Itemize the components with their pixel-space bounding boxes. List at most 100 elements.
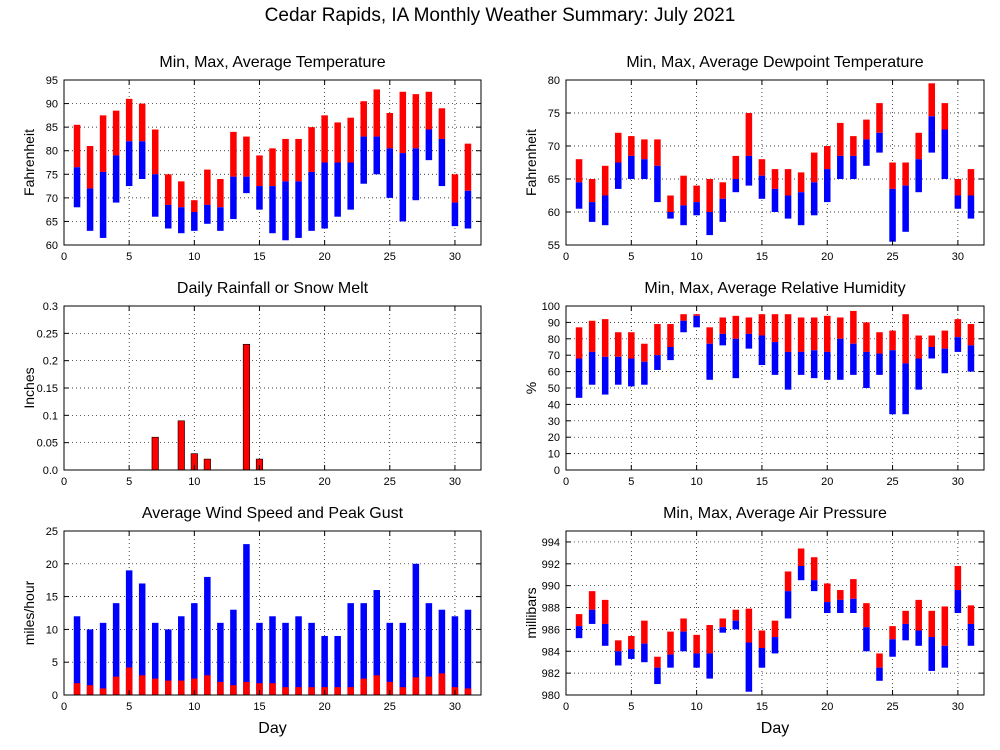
x-tick-label: 10: [691, 251, 703, 263]
bar-max-segment: [810, 317, 818, 351]
bar-max-segment: [282, 138, 289, 182]
y-tick-label: 984: [542, 646, 560, 658]
bar-rainfall: [177, 420, 185, 471]
y-tick-label: 0.15: [37, 383, 58, 395]
y-tick-label: 5: [52, 657, 58, 669]
bar-min-segment: [771, 342, 779, 375]
bar-max-segment: [784, 169, 792, 196]
bar-max-segment: [347, 117, 354, 163]
bar-min-segment: [823, 602, 831, 613]
bar-max-segment: [386, 113, 394, 149]
y-tick-label: 980: [542, 690, 560, 702]
x-tick-label: 10: [188, 701, 200, 713]
x-tick-label: 30: [449, 476, 461, 488]
bar-max-segment: [360, 101, 367, 137]
y-tick-label: 0.05: [37, 438, 58, 450]
bar-max-segment: [204, 169, 211, 205]
bar-min-segment: [628, 155, 635, 179]
bar-max-segment: [797, 172, 805, 193]
bar-max-segment: [575, 159, 583, 183]
x-tick-label: 30: [952, 251, 964, 263]
y-tick-label: 25: [46, 526, 58, 538]
bar-min-segment: [601, 195, 609, 226]
bar-min-segment: [243, 176, 250, 194]
y-tick-label: 0.2: [43, 356, 58, 368]
y-tick-label: 50: [548, 383, 560, 395]
y-axis-label: miles/hour: [21, 580, 37, 645]
plot-frame: [565, 79, 985, 246]
x-tick-label: 25: [384, 251, 396, 263]
bar-max-segment: [654, 139, 661, 166]
bar-max-segment: [178, 181, 185, 208]
bar-max-segment: [797, 317, 805, 352]
bar-min-segment: [614, 651, 622, 666]
bar-min-segment: [732, 338, 740, 379]
bar-max-segment: [941, 103, 949, 130]
bar-max-segment: [588, 179, 596, 203]
bar-peak-gust: [451, 616, 459, 695]
bar-min-segment: [902, 363, 909, 415]
bar-max-segment: [967, 169, 975, 196]
bar-min-segment: [967, 623, 975, 646]
x-tick-label: 25: [384, 476, 396, 488]
y-axis-label: millibars: [523, 587, 539, 638]
x-tick-label: 0: [563, 476, 569, 488]
bar-max-segment: [876, 653, 883, 668]
bar-peak-gust: [191, 603, 198, 695]
bar-avg-wind: [164, 680, 172, 695]
x-tick-label: 30: [449, 251, 461, 263]
y-tick-label: 100: [542, 301, 560, 313]
bar-max-segment: [863, 119, 870, 140]
bar-max-segment: [928, 83, 936, 117]
bar-min-segment: [745, 642, 753, 692]
bar-max-segment: [719, 317, 727, 334]
bar-min-segment: [706, 653, 713, 679]
bar-min-segment: [628, 649, 635, 659]
bar-min-segment: [282, 181, 289, 241]
y-tick-label: 40: [548, 399, 560, 411]
bar-min-segment: [863, 351, 870, 388]
wind-chart: Average Wind Speed and Peak Gust 0 5 10 15 20…: [21, 505, 482, 737]
y-tick-label: 986: [542, 624, 560, 636]
y-tick-label: 65: [46, 216, 58, 228]
bar-max-segment: [719, 618, 727, 628]
bar-max-segment: [810, 152, 818, 183]
bar-max-segment: [758, 159, 766, 176]
bar-max-segment: [706, 327, 713, 344]
bar-max-segment: [732, 155, 740, 179]
bar-min-segment: [928, 347, 936, 359]
bar-max-segment: [837, 317, 844, 339]
bar-min-segment: [588, 351, 596, 385]
bar-min-segment: [889, 188, 896, 242]
bar-min-segment: [915, 630, 922, 646]
bar-max-segment: [73, 124, 81, 168]
bar-min-segment: [164, 204, 172, 229]
bar-max-segment: [588, 591, 596, 610]
bar-max-segment: [138, 103, 146, 142]
y-axis-label: Fahrenheit: [523, 129, 539, 196]
bar-min-segment: [451, 202, 459, 227]
chart-title: Min, Max, Average Air Pressure: [663, 505, 887, 522]
bar-rainfall: [242, 343, 250, 471]
bar-max-segment: [797, 548, 805, 566]
y-tick-label: 80: [548, 75, 560, 87]
bar-peak-gust: [230, 609, 237, 695]
bar-min-segment: [784, 195, 792, 219]
bar-max-segment: [243, 136, 250, 177]
bar-max-segment: [823, 583, 831, 603]
bar-max-segment: [732, 609, 740, 621]
bar-peak-gust: [99, 622, 107, 695]
x-tick-label: 30: [449, 701, 461, 713]
bar-max-segment: [412, 94, 420, 149]
chart-title: Min, Max, Average Dewpoint Temperature: [626, 54, 923, 71]
x-tick-label: 10: [188, 251, 200, 263]
x-tick-label: 25: [886, 701, 898, 713]
bar-avg-wind: [425, 676, 433, 695]
bar-avg-wind: [86, 685, 94, 695]
bar-max-segment: [850, 136, 857, 156]
bar-max-segment: [915, 599, 922, 631]
bar-min-segment: [915, 358, 922, 390]
y-tick-label: 982: [542, 668, 560, 680]
y-axis-label: Inches: [21, 367, 37, 408]
